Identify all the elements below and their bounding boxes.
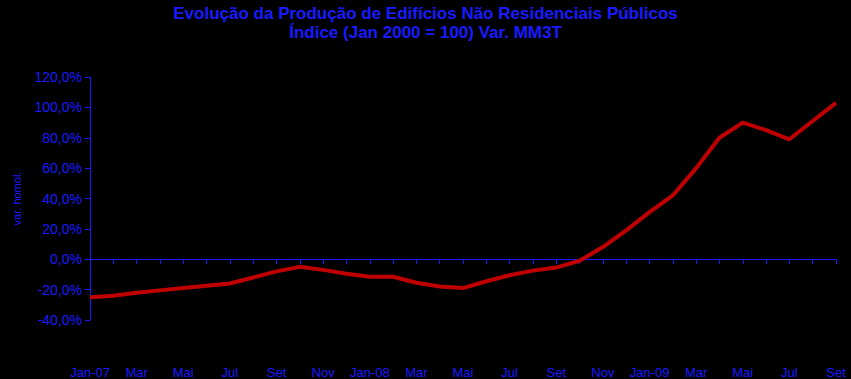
svg-text:Nov: Nov [591, 365, 615, 379]
svg-text:Jan-08: Jan-08 [350, 365, 390, 379]
svg-text:80,0%: 80,0% [42, 130, 82, 146]
svg-text:20,0%: 20,0% [42, 221, 82, 237]
svg-text:Jul: Jul [781, 365, 798, 379]
svg-text:Set: Set [267, 365, 287, 379]
svg-text:-40,0%: -40,0% [38, 312, 82, 328]
svg-text:Jan-07: Jan-07 [70, 365, 110, 379]
svg-text:Set: Set [546, 365, 566, 379]
svg-text:Mar: Mar [125, 365, 148, 379]
svg-text:Mai: Mai [453, 365, 474, 379]
svg-text:Índice (Jan 2000 = 100) Var. M: Índice (Jan 2000 = 100) Var. MM3T [289, 23, 562, 42]
svg-text:100,0%: 100,0% [35, 99, 82, 115]
svg-text:0,0%: 0,0% [50, 251, 82, 267]
svg-text:40,0%: 40,0% [42, 191, 82, 207]
svg-text:Mai: Mai [173, 365, 194, 379]
svg-text:Jul: Jul [222, 365, 239, 379]
svg-text:Mar: Mar [405, 365, 428, 379]
svg-text:Set: Set [826, 365, 846, 379]
svg-text:Evolução da Produção de Edifíc: Evolução da Produção de Edifícios Não Re… [173, 4, 677, 23]
svg-text:var. homol.: var. homol. [11, 172, 23, 226]
svg-text:Jan-09: Jan-09 [630, 365, 670, 379]
svg-text:Nov: Nov [312, 365, 336, 379]
svg-text:Mar: Mar [685, 365, 708, 379]
svg-text:Mai: Mai [732, 365, 753, 379]
svg-text:-20,0%: -20,0% [38, 282, 82, 298]
svg-text:120,0%: 120,0% [35, 69, 82, 85]
svg-text:60,0%: 60,0% [42, 160, 82, 176]
svg-text:Jul: Jul [501, 365, 518, 379]
